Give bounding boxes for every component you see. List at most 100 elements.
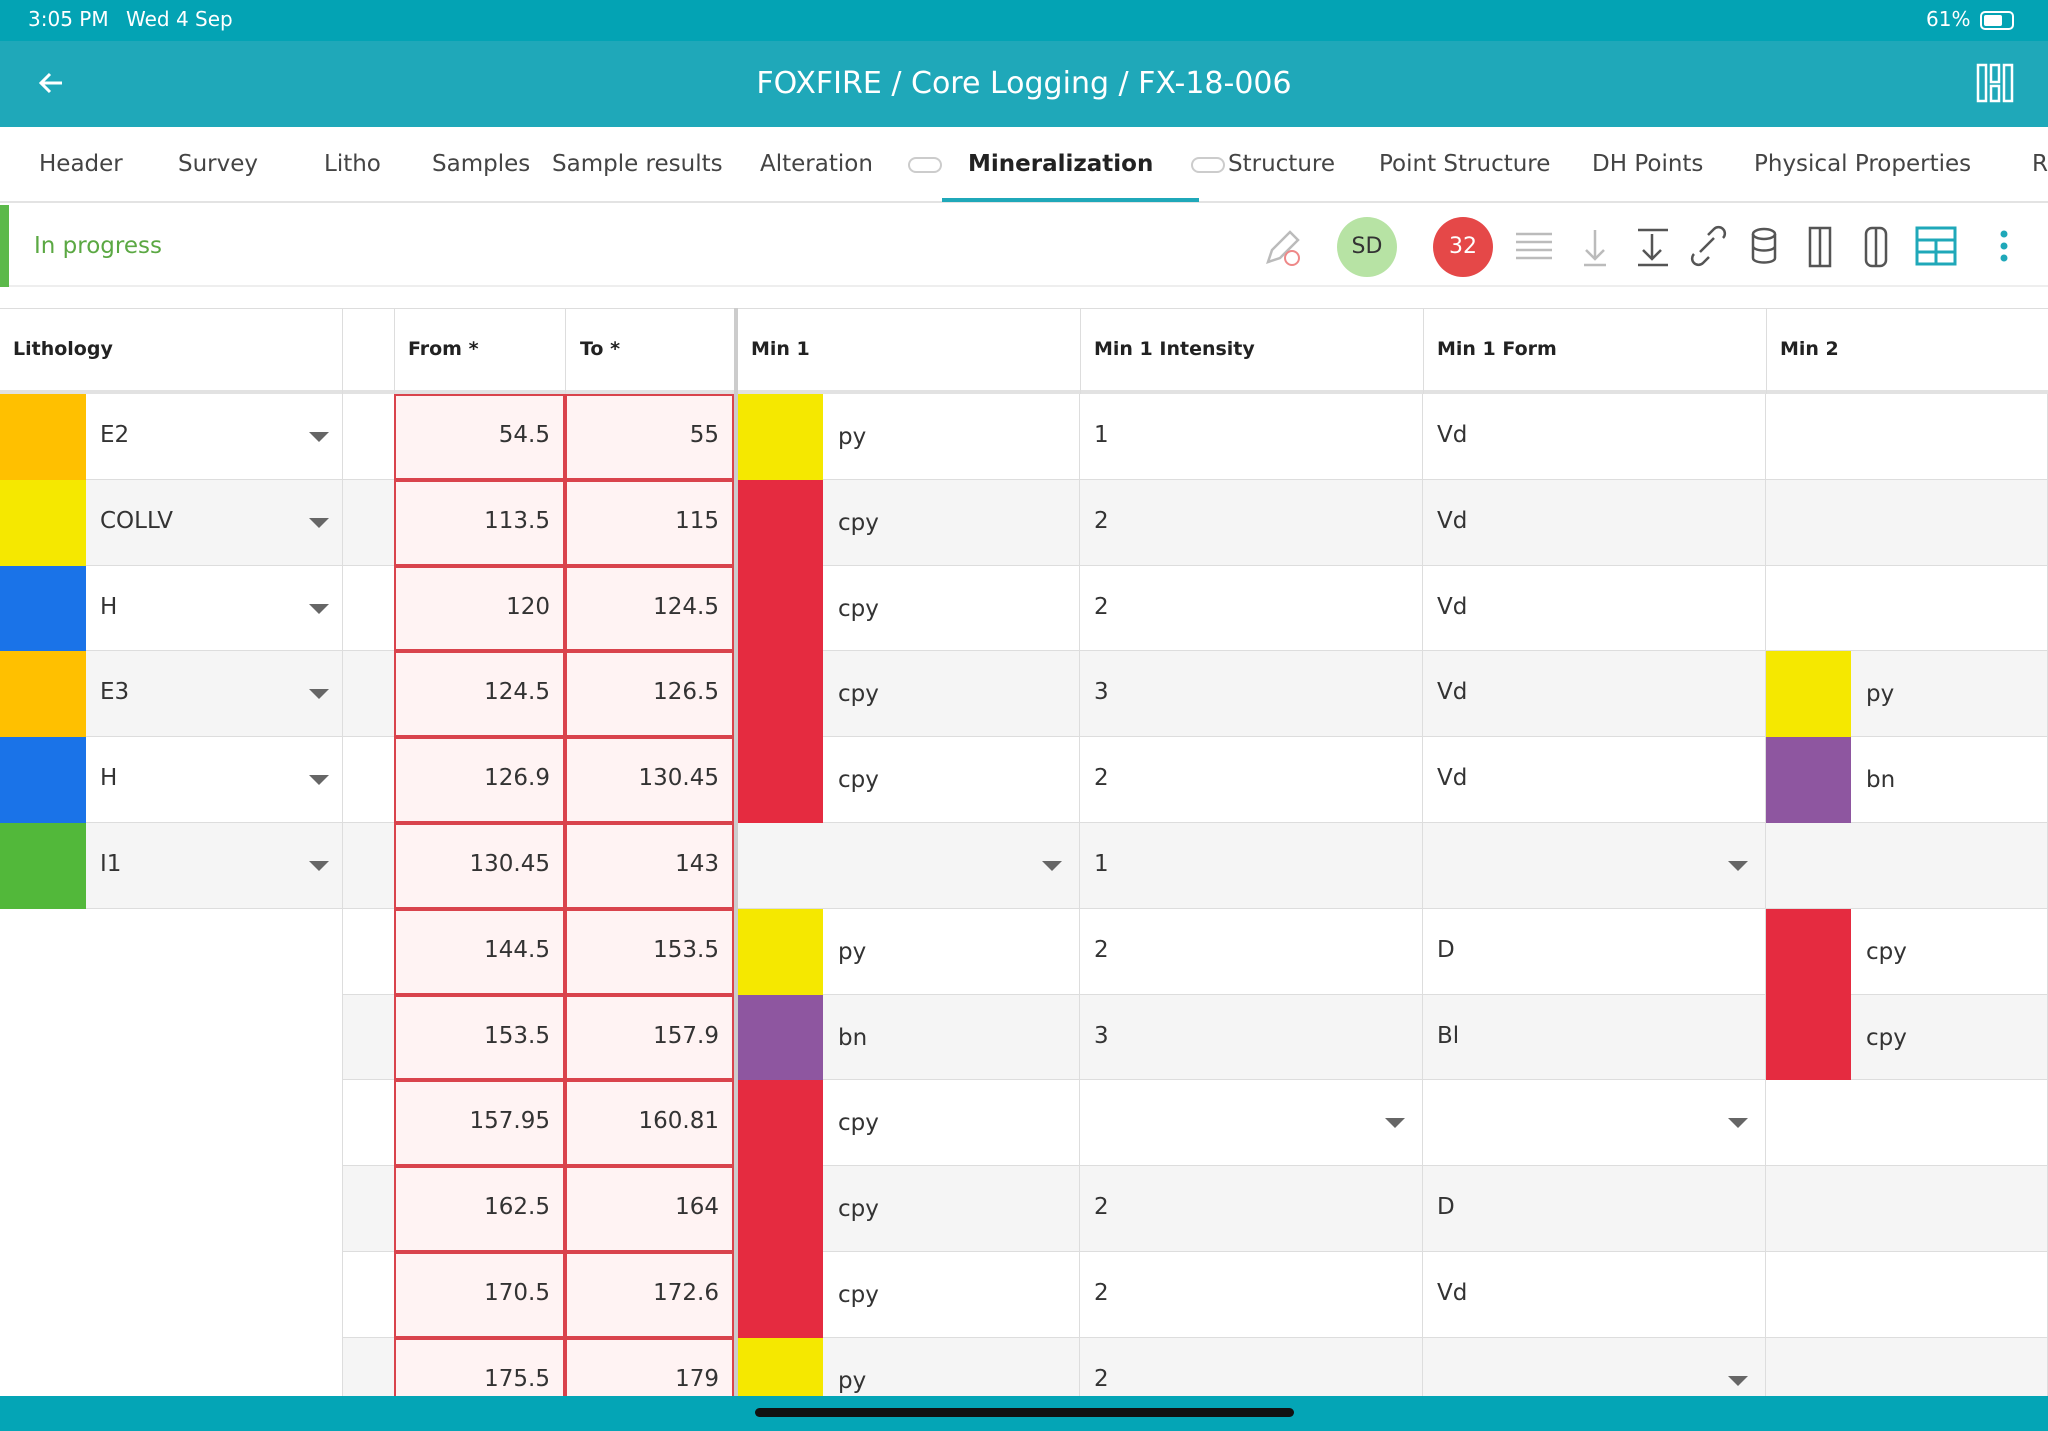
data-cell[interactable] xyxy=(1423,737,1766,823)
data-cell[interactable] xyxy=(1423,823,1766,909)
to-value: 160.81 xyxy=(638,1108,719,1135)
cell-value: Vd xyxy=(1437,765,1468,792)
cell-value: 2 xyxy=(1094,593,1109,620)
dropdown-arrow[interactable] xyxy=(309,689,329,700)
count-badge[interactable] xyxy=(1433,217,1493,277)
from-cell[interactable] xyxy=(394,479,565,566)
to-cell[interactable] xyxy=(565,737,734,823)
from-cell[interactable] xyxy=(394,651,565,738)
tab-label[interactable]: Alteration xyxy=(760,151,873,177)
data-cell[interactable] xyxy=(1423,565,1766,652)
column-header[interactable]: Min 1 Intensity xyxy=(1094,338,1255,360)
data-cell[interactable] xyxy=(1080,908,1423,995)
to-cell[interactable] xyxy=(565,1080,734,1167)
column-header[interactable]: Min 2 xyxy=(1780,338,1839,360)
dropdown-arrow[interactable] xyxy=(1728,1118,1748,1129)
data-cell[interactable] xyxy=(1423,1252,1766,1338)
from-cell[interactable] xyxy=(394,1166,565,1252)
data-cell[interactable] xyxy=(1766,394,2048,480)
edit-button[interactable] xyxy=(1260,226,1304,270)
from-cell[interactable] xyxy=(394,394,565,480)
column-header[interactable]: From * xyxy=(408,338,479,360)
from-cell[interactable] xyxy=(394,823,565,909)
data-cell[interactable] xyxy=(1080,1252,1423,1338)
data-cell[interactable] xyxy=(1766,823,2048,909)
column-header[interactable]: Min 1 xyxy=(751,338,810,360)
dropdown-arrow[interactable] xyxy=(309,517,329,528)
to-cell[interactable] xyxy=(565,479,734,566)
tab-label[interactable]: Litho xyxy=(324,151,381,177)
tab-label[interactable]: Mineralization xyxy=(968,151,1154,177)
cell-value: 2 xyxy=(1094,507,1109,534)
data-cell[interactable] xyxy=(1080,737,1423,823)
tab-label[interactable]: Sample results xyxy=(552,151,723,177)
data-cell[interactable] xyxy=(1423,994,1766,1081)
from-cell[interactable] xyxy=(394,737,565,823)
to-cell[interactable] xyxy=(565,651,734,738)
from-cell[interactable] xyxy=(394,565,565,652)
dropdown-arrow[interactable] xyxy=(1385,1118,1405,1129)
data-cell[interactable] xyxy=(1080,651,1423,738)
data-cell[interactable] xyxy=(1423,1166,1766,1252)
data-cell[interactable] xyxy=(738,823,1080,909)
data-cell[interactable] xyxy=(1080,823,1423,909)
to-cell[interactable] xyxy=(565,394,734,480)
data-cell[interactable] xyxy=(1080,994,1423,1081)
data-cell[interactable] xyxy=(1423,908,1766,995)
user-avatar[interactable] xyxy=(1337,217,1397,277)
to-cell[interactable] xyxy=(565,1166,734,1252)
to-cell[interactable] xyxy=(565,994,734,1081)
dropdown-arrow[interactable] xyxy=(309,775,329,786)
status-indicator xyxy=(0,205,9,287)
mineral-code: py xyxy=(1866,681,1895,708)
to-cell[interactable] xyxy=(565,823,734,909)
data-cell[interactable] xyxy=(1423,1080,1766,1167)
dropdown-arrow[interactable] xyxy=(309,861,329,871)
dropdown-arrow[interactable] xyxy=(1728,1375,1748,1386)
tab-label[interactable]: DH Points xyxy=(1592,151,1704,177)
tab-label[interactable]: Header xyxy=(39,151,123,177)
tab-label[interactable]: Survey xyxy=(178,151,259,177)
to-cell[interactable] xyxy=(565,565,734,652)
data-cell[interactable] xyxy=(1423,479,1766,566)
from-cell[interactable] xyxy=(394,1080,565,1167)
tab-label[interactable]: Physical Properties xyxy=(1754,151,1972,177)
column-header[interactable]: Min 1 Form xyxy=(1437,338,1557,360)
data-cell[interactable] xyxy=(1080,1166,1423,1252)
back-button[interactable] xyxy=(36,68,66,98)
status-label: In progress xyxy=(34,233,162,259)
data-cell[interactable] xyxy=(1080,394,1423,480)
layout-button[interactable] xyxy=(1974,62,2016,104)
to-cell[interactable] xyxy=(565,908,734,995)
column-header[interactable]: To * xyxy=(580,338,621,360)
data-cell[interactable] xyxy=(1766,1166,2048,1252)
to-cell[interactable] xyxy=(565,1252,734,1338)
column-header[interactable]: Lithology xyxy=(13,338,113,360)
from-cell[interactable] xyxy=(394,994,565,1081)
tab-label[interactable]: Structure xyxy=(1228,151,1335,177)
dropdown-arrow[interactable] xyxy=(1728,861,1748,871)
data-cell[interactable] xyxy=(1766,479,2048,566)
dropdown-arrow[interactable] xyxy=(309,432,329,442)
data-cell[interactable] xyxy=(1080,479,1423,566)
data-cell[interactable] xyxy=(1766,1252,2048,1338)
data-cell[interactable] xyxy=(1423,394,1766,480)
data-cell[interactable] xyxy=(1080,565,1423,652)
toolbar-icons[interactable] xyxy=(1510,222,2030,272)
from-cell[interactable] xyxy=(394,908,565,995)
data-cell[interactable] xyxy=(1766,1080,2048,1167)
mineral-color xyxy=(738,1252,823,1338)
tab-label[interactable]: R xyxy=(2032,151,2048,177)
tab-label[interactable]: Samples xyxy=(432,151,531,177)
dropdown-arrow[interactable] xyxy=(1042,861,1062,871)
data-cell[interactable] xyxy=(1080,1080,1423,1167)
lithology-code: COLLV xyxy=(100,507,173,534)
battery-icon xyxy=(1980,11,2014,30)
home-indicator xyxy=(755,1408,1294,1417)
dropdown-arrow[interactable] xyxy=(309,603,329,614)
from-value: 153.5 xyxy=(484,1022,550,1049)
from-cell[interactable] xyxy=(394,1252,565,1338)
data-cell[interactable] xyxy=(1423,651,1766,738)
tab-label[interactable]: Point Structure xyxy=(1379,151,1551,177)
data-cell[interactable] xyxy=(1766,565,2048,652)
